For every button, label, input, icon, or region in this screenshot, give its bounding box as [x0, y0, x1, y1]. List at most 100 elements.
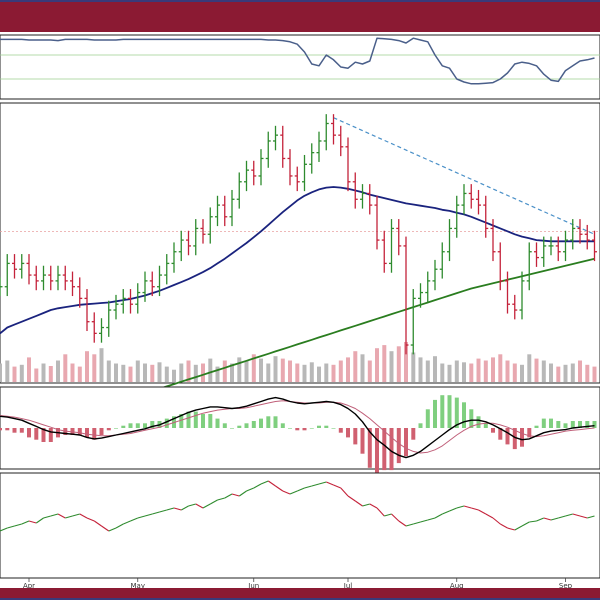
relative-line-segment	[478, 509, 487, 515]
volume-bar	[34, 368, 39, 382]
relative-line-segment	[362, 503, 370, 507]
volume-bar	[128, 366, 133, 382]
ohlc-bar	[157, 265, 162, 297]
ohlc-bar	[48, 265, 54, 291]
volume-bars	[0, 342, 597, 382]
relative-line-segment	[181, 505, 189, 511]
volume-bar	[259, 358, 263, 382]
volume-bar	[143, 363, 147, 382]
ohlc-bar	[200, 219, 206, 244]
relative-panel-frame	[0, 472, 600, 579]
volume-bar	[244, 360, 249, 382]
volume-bar	[367, 360, 372, 382]
ohlc-bar	[91, 312, 97, 343]
ohlc-bar	[128, 289, 133, 314]
ohlc-bar	[505, 271, 510, 314]
volume-bar	[541, 360, 546, 382]
volume-bar	[186, 360, 191, 382]
x-axis-tick-label: Jul	[343, 582, 353, 590]
relative-line-segment	[536, 517, 545, 522]
ohlc-bar	[84, 289, 90, 332]
macd-histogram-bar	[570, 421, 575, 428]
macd-histogram-bar	[259, 418, 263, 428]
relative-line-segment	[420, 519, 428, 523]
relative-line-segment	[14, 523, 22, 527]
macd-histogram-bar	[128, 423, 133, 428]
volume-bar	[121, 364, 126, 382]
relative-panel	[0, 472, 600, 579]
macd-histogram-bar	[201, 414, 205, 428]
macd-histogram-bar	[375, 428, 379, 473]
ohlc-bar	[280, 125, 286, 168]
volume-bar	[469, 363, 474, 382]
top-banner-edge	[0, 0, 600, 2]
ohlc-bar	[389, 219, 394, 273]
relative-line-segment	[0, 527, 8, 532]
volume-bar	[222, 360, 227, 382]
x-axis-tick-label: Aug	[450, 582, 464, 590]
ohlc-bar	[425, 271, 431, 302]
volume-bar	[302, 364, 307, 382]
relative-line-segment	[326, 481, 334, 486]
macd-histogram-bar	[215, 418, 220, 428]
volume-bar	[280, 358, 285, 382]
volume-bar	[230, 363, 234, 382]
macd-histogram-bar	[425, 409, 430, 428]
relative-line-segment	[507, 527, 515, 531]
macd-histogram-bar	[150, 421, 155, 428]
macd-histogram-bar	[27, 428, 31, 438]
relative-line-segment	[391, 513, 400, 522]
ohlc-bar	[454, 195, 460, 238]
relative-line-segment	[282, 490, 291, 495]
macd-histogram-bar	[295, 428, 300, 431]
macd-histogram-bar	[367, 428, 372, 468]
relative-line-segment	[115, 523, 124, 529]
macd-histogram-bar	[520, 428, 524, 447]
relative-line-segment	[253, 483, 262, 489]
ohlc-bar	[570, 219, 576, 250]
macd-line	[0, 396, 595, 459]
volume-bar	[491, 357, 495, 382]
macd-histogram-bar	[440, 395, 445, 428]
ohlc-bar	[41, 265, 46, 291]
ohlc-bar	[584, 224, 590, 250]
macd-histogram-bar	[193, 411, 198, 428]
volume-bar	[77, 366, 82, 382]
relative-line-segment	[579, 515, 588, 519]
relative-line-segment	[463, 505, 472, 509]
ohlc-bar	[432, 259, 438, 291]
ohlc-bar	[222, 195, 228, 227]
volume-bar	[476, 358, 481, 382]
macd-histogram-bar	[476, 416, 481, 428]
ohlc-bar	[519, 271, 525, 320]
volume-bar	[440, 363, 445, 382]
volume-bar	[520, 364, 524, 382]
volume-bar	[266, 363, 271, 382]
volume-bar	[375, 348, 379, 382]
relative-line-segment	[405, 523, 414, 527]
ohlc-bar	[294, 166, 300, 192]
relative-line-segment	[21, 520, 30, 525]
macd-histogram-bar	[534, 425, 539, 428]
rsi-panel-frame	[0, 34, 600, 100]
relative-line-segment	[442, 510, 450, 515]
volume-bar	[563, 364, 568, 382]
ohlc-bar	[120, 289, 126, 314]
macd-histogram-bar	[251, 421, 256, 428]
macd-histogram-bar	[99, 428, 104, 435]
relative-line-segment	[514, 525, 523, 531]
macd-histogram-bar	[302, 428, 307, 431]
relative-line-segment	[79, 513, 88, 519]
macd-histogram-bar	[244, 423, 249, 428]
macd-histogram-bar	[106, 428, 111, 431]
volume-bar	[360, 354, 365, 382]
macd-histogram-bar	[433, 399, 437, 428]
relative-line-segment	[529, 520, 537, 523]
ohlc-bar	[345, 137, 351, 192]
ohlc-bar	[265, 131, 271, 168]
volume-bar	[150, 364, 155, 382]
relative-line-segment	[427, 517, 436, 521]
ohlc-bar	[113, 294, 119, 320]
ohlc-bar	[33, 265, 39, 291]
